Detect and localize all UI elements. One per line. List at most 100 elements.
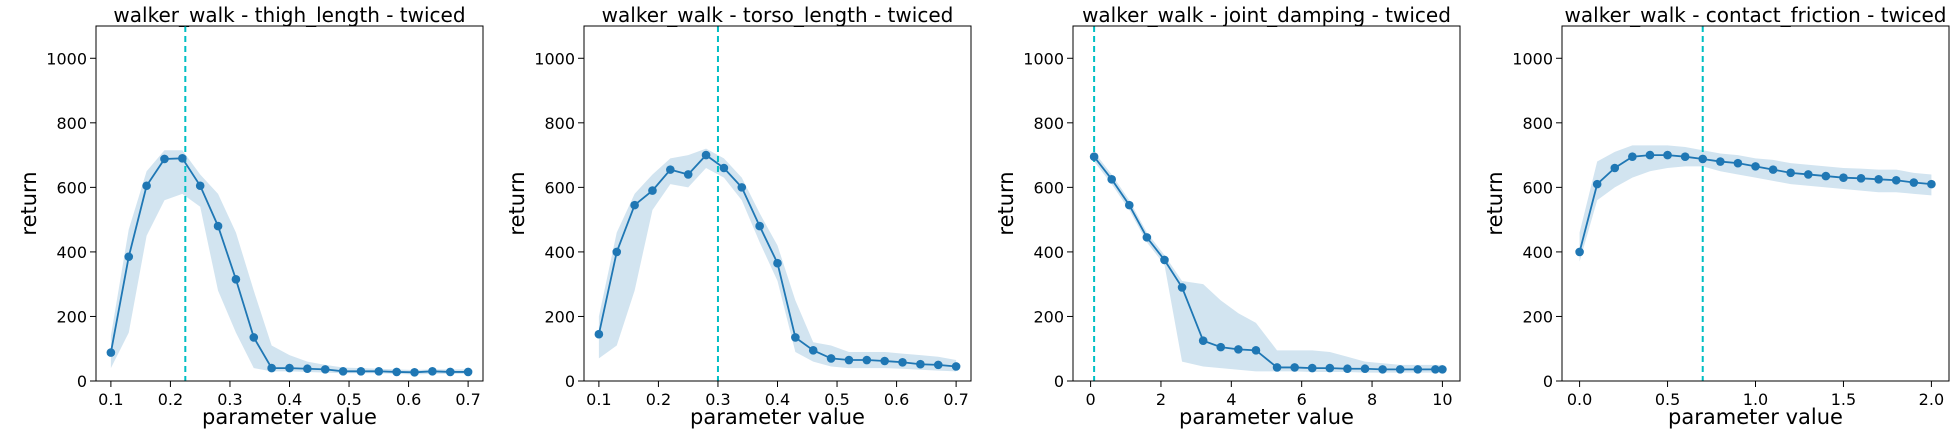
data-point bbox=[374, 367, 384, 376]
y-tick-label: 600 bbox=[544, 178, 575, 197]
x-tick-label: 0.6 bbox=[396, 390, 421, 409]
data-point bbox=[1856, 174, 1866, 183]
data-point bbox=[142, 181, 151, 191]
y-tick-label: 200 bbox=[1033, 307, 1064, 326]
y-tick-label: 1000 bbox=[1512, 49, 1553, 68]
chart-title: walker_walk - contact_friction - twiced bbox=[1565, 3, 1947, 27]
y-tick-label: 600 bbox=[56, 178, 87, 197]
data-point bbox=[916, 359, 925, 369]
data-point bbox=[1290, 363, 1299, 372]
subplot-torso-length: walker_walk - torso_length - twiced para… bbox=[505, 3, 972, 429]
x-tick-label: 2 bbox=[1156, 390, 1166, 409]
data-point bbox=[594, 329, 604, 339]
x-tick-label: 8 bbox=[1367, 390, 1377, 409]
x-tick-label: 10 bbox=[1432, 390, 1452, 409]
y-axis-label: return bbox=[17, 171, 41, 235]
y-tick-label: 600 bbox=[1033, 178, 1064, 197]
data-point bbox=[933, 360, 943, 370]
data-point bbox=[285, 363, 294, 373]
data-point bbox=[1177, 283, 1187, 292]
data-point bbox=[1909, 178, 1919, 187]
data-point bbox=[844, 355, 854, 365]
chart-title: walker_walk - thigh_length - twiced bbox=[113, 3, 465, 27]
y-tick-label: 400 bbox=[544, 243, 575, 262]
chart-title: walker_walk - torso_length - twiced bbox=[602, 3, 954, 27]
data-point bbox=[1089, 152, 1099, 162]
data-point bbox=[410, 367, 419, 377]
data-point bbox=[612, 247, 622, 257]
x-tick-label: 0.1 bbox=[98, 390, 123, 409]
x-tick-label: 0.5 bbox=[336, 390, 361, 409]
x-tick-label: 0.5 bbox=[1655, 390, 1680, 409]
x-axis-label: parameter value bbox=[202, 405, 377, 429]
data-point bbox=[1839, 173, 1848, 182]
subplot-joint-damping: walker_walk - joint_damping - twiced par… bbox=[994, 3, 1461, 429]
data-point bbox=[1733, 158, 1743, 168]
x-tick-label: 0.5 bbox=[824, 390, 849, 409]
data-point bbox=[666, 165, 675, 174]
data-point bbox=[1874, 174, 1883, 184]
data-point bbox=[1751, 162, 1760, 171]
x-axis-label: parameter value bbox=[690, 405, 865, 429]
x-tick-label: 0.3 bbox=[217, 390, 242, 409]
data-point bbox=[1343, 364, 1352, 374]
y-tick-label: 800 bbox=[544, 114, 575, 133]
data-point bbox=[445, 367, 455, 377]
data-point bbox=[1645, 150, 1655, 160]
data-point bbox=[1198, 336, 1208, 345]
data-point bbox=[648, 186, 657, 195]
data-point bbox=[1124, 200, 1134, 210]
data-point bbox=[701, 150, 711, 160]
data-point bbox=[1592, 179, 1602, 189]
data-point bbox=[862, 355, 872, 365]
data-point bbox=[1891, 175, 1901, 185]
data-point bbox=[124, 252, 134, 262]
data-point bbox=[1610, 163, 1620, 173]
x-tick-label: 0.0 bbox=[1567, 390, 1592, 409]
x-axis-label: parameter value bbox=[1179, 405, 1354, 429]
data-point bbox=[1628, 152, 1637, 162]
y-tick-label: 200 bbox=[544, 307, 575, 326]
data-point bbox=[1142, 233, 1152, 242]
x-tick-label: 0.4 bbox=[277, 390, 302, 409]
x-tick-label: 1.0 bbox=[1743, 390, 1768, 409]
y-tick-label: 200 bbox=[56, 307, 87, 326]
data-point bbox=[1272, 363, 1282, 372]
x-tick-label: 0.4 bbox=[765, 390, 790, 409]
y-tick-label: 200 bbox=[1522, 307, 1553, 326]
data-point bbox=[826, 354, 836, 363]
x-tick-label: 0 bbox=[1085, 390, 1095, 409]
y-tick-label: 800 bbox=[1522, 114, 1553, 133]
data-point bbox=[106, 348, 116, 357]
data-point bbox=[249, 333, 259, 342]
y-axis-label: return bbox=[1483, 171, 1507, 235]
y-axis-label: return bbox=[505, 171, 529, 235]
x-tick-label: 2.0 bbox=[1919, 390, 1944, 409]
y-tick-label: 800 bbox=[1033, 114, 1064, 133]
y-tick-label: 0 bbox=[565, 372, 575, 391]
data-point bbox=[1786, 168, 1795, 178]
confidence-band bbox=[1094, 151, 1443, 373]
data-point bbox=[719, 163, 729, 173]
data-point bbox=[1803, 170, 1813, 179]
y-tick-label: 800 bbox=[56, 114, 87, 133]
series-line bbox=[1093, 156, 1443, 371]
y-tick-label: 0 bbox=[1054, 372, 1064, 391]
data-point bbox=[1360, 364, 1370, 374]
data-point bbox=[1107, 174, 1116, 184]
data-point bbox=[737, 183, 747, 192]
data-point bbox=[951, 362, 961, 371]
data-point bbox=[1927, 179, 1936, 189]
data-point bbox=[356, 367, 366, 376]
plot-frame bbox=[1072, 25, 1461, 382]
data-point bbox=[1251, 346, 1261, 355]
data-point bbox=[1378, 365, 1387, 374]
data-point bbox=[1716, 157, 1725, 166]
data-point bbox=[195, 181, 205, 191]
y-tick-label: 1000 bbox=[534, 49, 575, 68]
data-point bbox=[791, 333, 800, 342]
x-tick-label: 0.2 bbox=[646, 390, 671, 409]
data-point bbox=[178, 154, 187, 163]
y-tick-label: 400 bbox=[1522, 243, 1553, 262]
data-point bbox=[160, 154, 169, 164]
